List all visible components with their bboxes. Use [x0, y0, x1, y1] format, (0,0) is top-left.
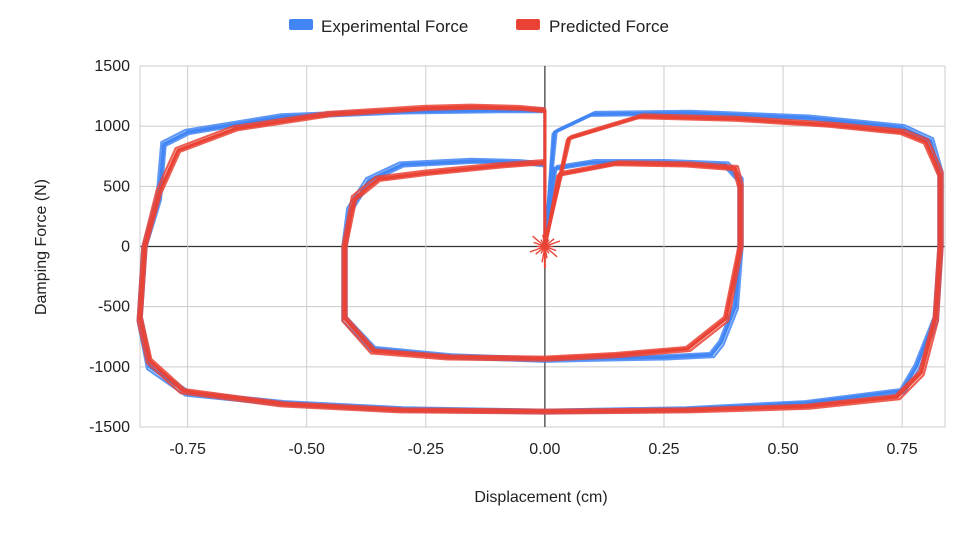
series-line-0-cycle-0 — [138, 108, 942, 413]
y-tick-label: -1500 — [89, 419, 130, 436]
y-tick-label: 1000 — [94, 118, 130, 135]
y-tick-label: 0 — [121, 239, 130, 256]
legend-label: Predicted Force — [549, 17, 669, 36]
legend-item-experimental: Experimental Force — [289, 17, 468, 36]
center-burst — [529, 230, 561, 269]
x-tick-label: 0.00 — [529, 441, 560, 458]
x-tick-label: 0.50 — [767, 441, 798, 458]
y-tick-label: -500 — [98, 299, 130, 316]
series-layer — [136, 103, 944, 415]
x-tick-label: 0.25 — [648, 441, 679, 458]
tick-labels: 1500 1000 500 0 -500 -1000 -1500 -0.75 -0.50 -0.2… — [89, 58, 918, 458]
y-tick-label: -1000 — [89, 359, 130, 376]
burst-ray — [544, 240, 561, 248]
series-line-1-cycle-1 — [136, 103, 944, 415]
burst-ray — [529, 245, 546, 253]
legend-label: Experimental Force — [321, 17, 468, 36]
series-experimental — [136, 107, 944, 415]
x-axis-title: Displacement (cm) — [474, 489, 607, 506]
series-line-0-cycle-2 — [140, 111, 940, 411]
legend-swatch — [289, 19, 313, 30]
y-axis-title: Damping Force (N) — [33, 179, 50, 315]
series-predicted — [136, 103, 944, 415]
series-line-1-cycle-0 — [138, 105, 942, 413]
burst-ray — [544, 245, 558, 258]
series-line-0-cycle-1 — [136, 107, 944, 415]
x-tick-label: -0.75 — [169, 441, 206, 458]
legend-swatch — [516, 19, 540, 30]
burst-ray — [532, 235, 546, 248]
x-tick-label: -0.25 — [408, 441, 445, 458]
y-tick-label: 500 — [103, 178, 130, 195]
legend: Experimental Force Predicted Force — [289, 17, 669, 36]
series-line-1-cycle-2 — [140, 107, 940, 411]
y-tick-label: 1500 — [94, 58, 130, 75]
x-tick-label: -0.50 — [288, 441, 325, 458]
legend-item-predicted: Predicted Force — [516, 17, 669, 36]
x-tick-label: 0.75 — [887, 441, 918, 458]
